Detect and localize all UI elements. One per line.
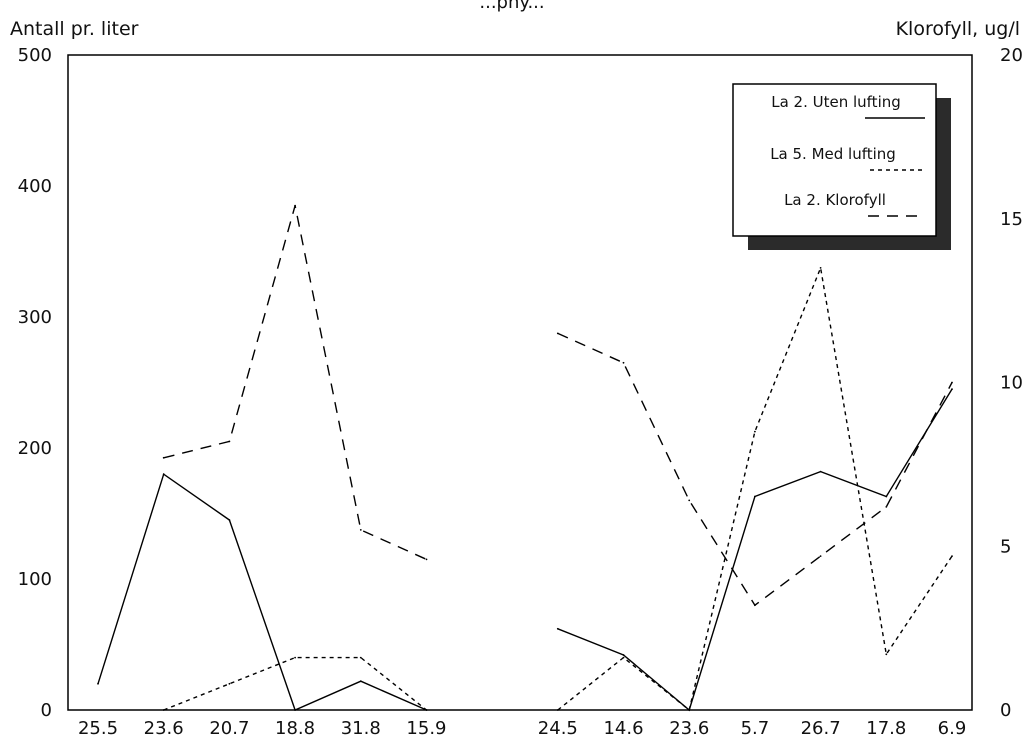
data-point-dotted [294,656,296,659]
data-point-solid [951,388,953,390]
data-point-dashed [294,204,296,207]
series-line-dotted [557,265,953,712]
x-tick-label: 23.6 [144,718,184,739]
x-tick-label: 14.6 [603,718,643,739]
x-tick-label: 20.7 [209,718,249,739]
data-point-solid [556,627,559,630]
left-tick-label: 100 [18,569,52,590]
data-point-solid [359,680,362,683]
series-line-solid [557,388,953,712]
x-tick-label: 17.8 [866,718,906,739]
data-point-dashed [688,499,691,502]
x-tick-label: 5.7 [741,718,770,739]
data-point-solid [162,473,165,476]
x-tick-label: 24.5 [538,718,578,739]
x-tick-label: 23.6 [669,718,709,739]
data-point-dashed [885,506,888,508]
data-point-dashed [819,555,822,557]
data-point-solid [97,682,99,685]
legend-box [732,83,937,237]
data-point-dotted [556,709,559,711]
series-line-dashed [557,332,953,607]
legend-label-2: La 5. Med lufting [770,145,896,163]
right-tick-label: 5 [1000,536,1011,557]
data-point-dotted [162,709,165,711]
left-tick-label: 0 [41,700,52,721]
data-point-dashed [425,558,428,561]
left-axis-label: Antall pr. liter [10,18,139,40]
data-point-dashed [754,604,756,607]
series-line-dotted [163,656,427,711]
data-point-dotted [228,682,231,685]
right-tick-label: 15 [1000,209,1023,230]
x-tick-label: 6.9 [938,718,967,739]
data-point-dotted [754,430,756,433]
data-point-dotted [688,709,691,711]
legend-label-3: La 2. Klorofyll [784,191,886,209]
right-tick-label: 0 [1000,700,1011,721]
data-point-dashed [951,381,953,384]
data-point-dotted [951,555,953,557]
data-point-dotted [819,267,822,269]
left-tick-label: 500 [18,45,52,66]
data-point-dotted [359,656,362,659]
right-tick-label: 20 [1000,45,1023,66]
plot-frame [67,54,973,711]
data-point-dotted [885,653,888,656]
x-axis-ticks: 25.5 23.6 20.7 18.8 31.8 15.9 24.5 14.6 23.6 5.7 2… [78,718,966,739]
data-point-solid [754,495,756,498]
data-point-solid [294,709,296,711]
legend: La 2. Uten lufting La 5. Med lufting La … [732,83,951,250]
chart-title: ...phy... [479,0,544,13]
x-tick-label: 15.9 [406,718,446,739]
right-axis-ticks: 0 5 10 15 20 [1000,45,1023,721]
data-point-dotted [622,656,625,659]
right-axis-label: Klorofyll, ug/l [896,18,1020,40]
x-tick-label: 18.8 [275,718,315,739]
data-point-dashed [556,332,559,335]
data-point-solid [819,470,822,473]
left-tick-label: 300 [18,307,52,328]
x-tick-label: 26.7 [801,718,841,739]
series-layer [97,204,953,712]
data-point-dotted [425,709,428,711]
right-tick-label: 10 [1000,373,1023,394]
legend-label-1: La 2. Uten lufting [771,93,901,111]
data-point-solid [228,519,231,521]
left-axis-ticks: 0 100 200 300 400 500 [18,45,52,721]
left-tick-label: 200 [18,438,52,459]
data-point-dashed [359,529,362,531]
data-point-dashed [162,456,165,459]
data-point-solid [885,495,888,498]
data-point-solid [622,654,625,656]
x-tick-label: 31.8 [341,718,381,739]
series-line-solid [97,473,427,711]
x-tick-label: 25.5 [78,718,118,739]
left-tick-label: 400 [18,176,52,197]
series-line-dashed [163,205,427,561]
data-point-dashed [622,361,625,364]
data-point-dashed [228,440,231,443]
